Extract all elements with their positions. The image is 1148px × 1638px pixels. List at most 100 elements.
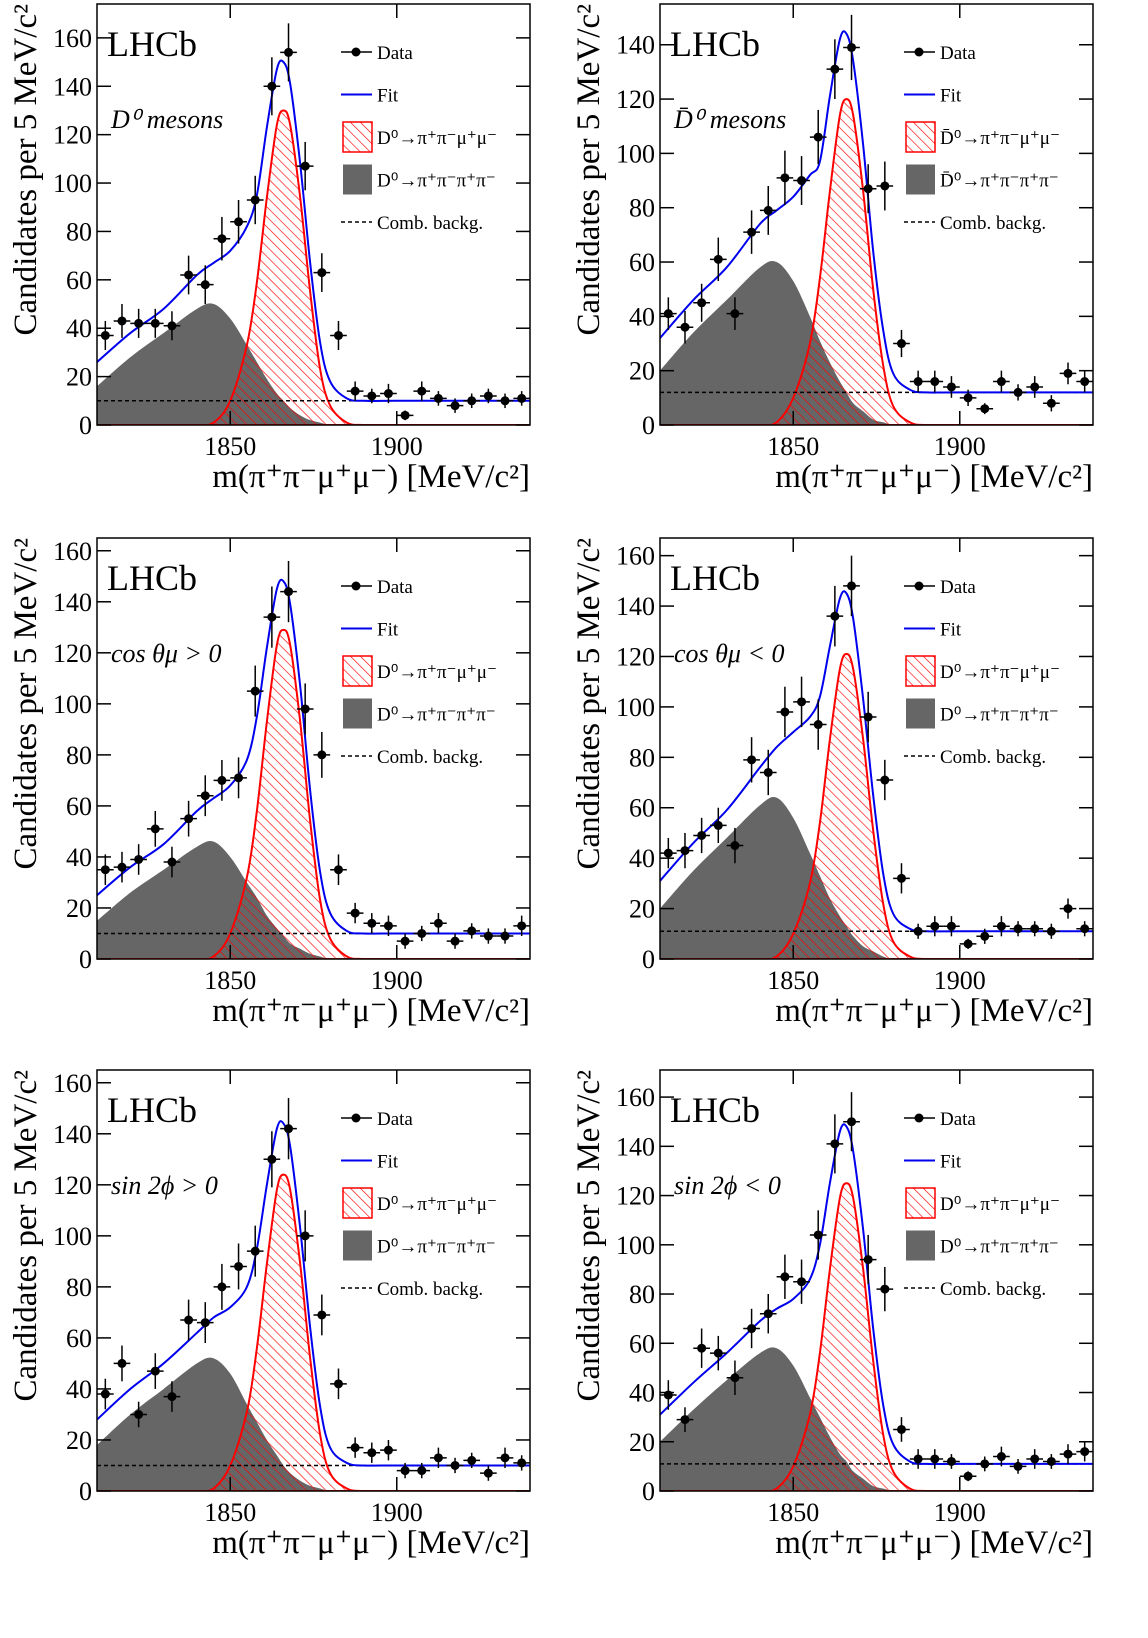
data-point xyxy=(483,931,493,941)
data-point xyxy=(780,1272,790,1282)
data-point xyxy=(747,755,757,765)
data-point xyxy=(697,298,707,308)
data-point xyxy=(450,1460,460,1470)
y-tick-label: 120 xyxy=(616,1182,655,1211)
data-point xyxy=(234,1261,244,1271)
data-point xyxy=(1013,387,1023,397)
data-point xyxy=(117,1358,127,1368)
background-area xyxy=(97,303,530,425)
legend-label: D̄⁰→π⁺π⁻μ⁺μ⁻ xyxy=(940,128,1060,149)
data-point xyxy=(996,377,1006,387)
data-point xyxy=(417,928,427,938)
data-point xyxy=(847,1117,857,1127)
x-tick-label: 1850 xyxy=(767,966,819,995)
data-point xyxy=(117,316,127,326)
data-point xyxy=(747,1324,757,1334)
y-tick-label: 160 xyxy=(53,537,92,566)
y-axis-label: Candidates per 5 MeV/c² xyxy=(8,1070,44,1402)
experiment-label: LHCb xyxy=(107,1090,197,1130)
data-point xyxy=(517,1458,527,1468)
data-point xyxy=(267,1154,277,1164)
legend-symbol xyxy=(342,121,373,153)
data-point xyxy=(896,1424,906,1434)
legend-label: D⁰→π⁺π⁻μ⁺μ⁻ xyxy=(377,1194,497,1215)
legend-label: Fit xyxy=(940,620,962,641)
legend-label: D⁰→π⁺π⁻π⁺π⁻ xyxy=(940,705,1059,726)
data-point xyxy=(797,697,807,707)
fit-line xyxy=(97,578,530,935)
data-point xyxy=(1013,924,1023,934)
data-point xyxy=(930,921,940,931)
data-point xyxy=(697,1343,707,1353)
data-point xyxy=(433,918,443,928)
data-point xyxy=(317,750,327,760)
y-tick-label: 100 xyxy=(53,1222,92,1251)
data-point xyxy=(963,1471,973,1481)
x-axis-label: m(π⁺π⁻μ⁺μ⁻) [MeV/c²] xyxy=(212,993,530,1029)
data-point xyxy=(863,712,873,722)
data-point xyxy=(1063,904,1073,914)
legend-symbol xyxy=(905,1187,936,1219)
plot-frame xyxy=(659,3,1094,426)
data-point xyxy=(217,234,227,244)
data-point xyxy=(880,775,890,785)
y-tick-label: 40 xyxy=(629,302,655,331)
y-tick-label: 0 xyxy=(79,411,92,440)
data-point xyxy=(1046,398,1056,408)
y-tick-label: 0 xyxy=(79,1477,92,1506)
data-point xyxy=(813,1230,823,1240)
data-point xyxy=(400,410,410,420)
y-tick-label: 100 xyxy=(616,693,655,722)
y-tick-label: 20 xyxy=(66,363,92,392)
data-point xyxy=(100,865,110,875)
y-tick-label: 140 xyxy=(53,1120,92,1149)
data-point xyxy=(730,1373,740,1383)
data-point xyxy=(333,1379,343,1389)
y-tick-label: 140 xyxy=(616,592,655,621)
legend-symbol xyxy=(343,164,372,195)
legend-label: Fit xyxy=(377,1152,399,1173)
signal-area xyxy=(97,109,530,425)
y-axis-label: Candidates per 5 MeV/c² xyxy=(571,538,607,870)
data-point xyxy=(996,1452,1006,1462)
data-point xyxy=(963,393,973,403)
data-point xyxy=(1046,1456,1056,1466)
legend-label: D⁰→π⁺π⁻μ⁺μ⁻ xyxy=(940,1194,1060,1215)
legend-label: Fit xyxy=(940,86,962,107)
y-tick-label: 60 xyxy=(629,248,655,277)
legend-label: Data xyxy=(940,577,976,598)
data-point xyxy=(150,1366,160,1376)
experiment-label: LHCb xyxy=(107,558,197,598)
data-point xyxy=(730,841,740,851)
data-point xyxy=(747,227,757,237)
data-point xyxy=(847,42,857,52)
data-point xyxy=(250,686,260,696)
data-point xyxy=(350,908,360,918)
data-point xyxy=(400,936,410,946)
data-point xyxy=(830,611,840,621)
y-tick-label: 40 xyxy=(629,1379,655,1408)
y-tick-label: 60 xyxy=(66,266,92,295)
panel-label: cos θμ > 0 xyxy=(111,639,222,668)
panel-label: D⁰ mesons xyxy=(110,105,223,134)
data-point xyxy=(880,181,890,191)
data-point xyxy=(880,1284,890,1294)
panel: 0 20 40 60 80 100 120 140 160 1850 1900m(π⁺π⁻μ⁺μ⁻)… xyxy=(8,3,531,495)
data-point xyxy=(217,1282,227,1292)
data-point xyxy=(763,205,773,215)
y-tick-label: 40 xyxy=(66,843,92,872)
y-tick-label: 0 xyxy=(79,945,92,974)
data-point xyxy=(946,921,956,931)
x-axis-label: m(π⁺π⁻μ⁺μ⁻) [MeV/c²] xyxy=(775,1525,1093,1561)
data-point xyxy=(267,81,277,91)
fit-line xyxy=(660,590,1093,933)
y-tick-label: 60 xyxy=(66,792,92,821)
data-point xyxy=(713,254,723,264)
data-point xyxy=(1030,1454,1040,1464)
y-tick-label: 20 xyxy=(66,894,92,923)
data-point xyxy=(134,318,144,328)
signal-area xyxy=(660,98,1093,425)
data-point xyxy=(167,857,177,867)
